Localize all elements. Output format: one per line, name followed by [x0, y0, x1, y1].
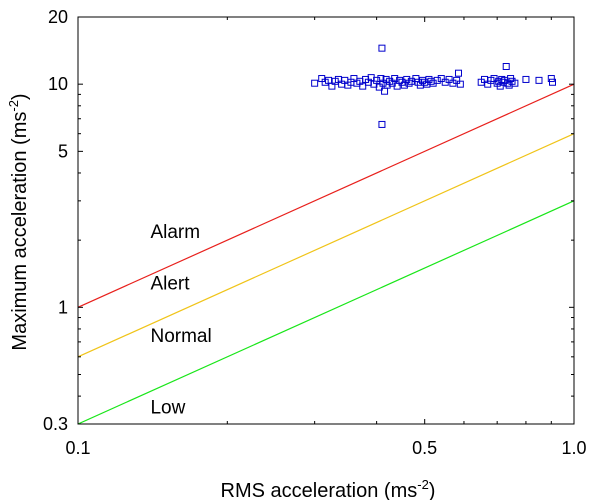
plot-frame: [77, 16, 575, 425]
data-point: [378, 120, 386, 128]
threshold-lines: [78, 83, 574, 424]
data-point: [453, 76, 461, 84]
data-point: [378, 44, 386, 52]
data-point: [391, 75, 399, 83]
data-point: [547, 75, 555, 83]
zone-label-low: Low: [150, 397, 185, 418]
data-point: [522, 75, 530, 83]
data-point: [437, 75, 445, 83]
y-tick-label: 0.3: [43, 414, 68, 434]
axis-ticks: [77, 16, 575, 425]
x-tick-label: 1.0: [561, 438, 586, 458]
zone-label-alert: Alert: [150, 274, 190, 295]
threshold-line-normal: [78, 200, 574, 424]
data-point: [377, 75, 385, 83]
zone-label-normal: Normal: [150, 326, 211, 347]
data-point: [396, 76, 404, 84]
y-axis-title: Maximum acceleration (ms-2): [6, 93, 31, 350]
data-point: [548, 78, 556, 86]
y-tick-label: 20: [48, 7, 68, 27]
zone-labels: Alarm Alert Normal Low: [150, 222, 211, 419]
y-tick-label: 10: [48, 74, 68, 94]
data-point: [375, 83, 383, 91]
data-point: [511, 79, 519, 87]
x-tick-label: 0.1: [65, 438, 90, 458]
data-point: [311, 79, 319, 87]
x-axis-title: RMS acceleration (ms-2): [221, 477, 436, 500]
zone-label-alarm: Alarm: [150, 222, 200, 243]
y-tick-label: 5: [58, 141, 68, 161]
data-point: [403, 75, 411, 83]
data-point: [412, 75, 420, 83]
data-point: [502, 63, 510, 71]
data-point: [445, 75, 453, 83]
data-point: [359, 82, 367, 90]
data-point: [433, 76, 441, 84]
data-points: [311, 44, 556, 128]
threshold-line-alarm: [78, 83, 574, 308]
x-tick-label: 0.5: [412, 438, 437, 458]
data-point: [455, 69, 463, 77]
data-point: [456, 80, 464, 88]
data-point: [405, 79, 413, 87]
data-point: [425, 75, 433, 83]
axis-tick-labels: 0.1 0.5 1.0 0.3 1 5 10 20: [43, 7, 587, 458]
y-tick-label: 1: [58, 297, 68, 317]
data-point: [535, 76, 543, 84]
threshold-line-alert: [78, 133, 574, 358]
